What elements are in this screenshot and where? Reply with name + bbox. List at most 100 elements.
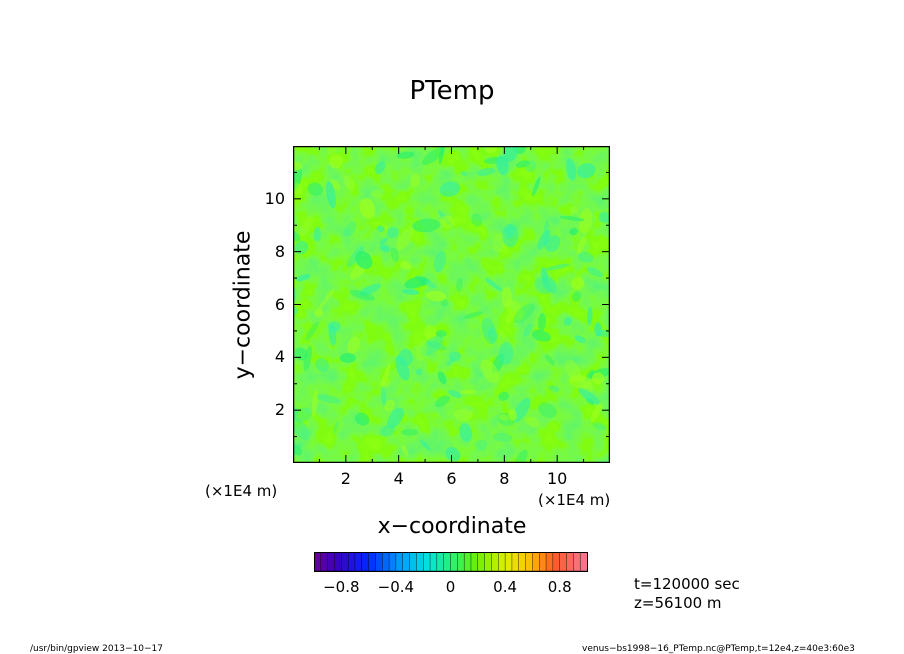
colorbar-cell (532, 551, 540, 572)
field-patch (498, 414, 509, 421)
colorbar-cell (559, 551, 568, 572)
footer-left: /usr/bin/gpview 2013−10−17 (30, 644, 164, 654)
colorbar-cell (354, 551, 363, 572)
field-patch (315, 394, 341, 404)
field-patch (291, 444, 302, 456)
field-patch (381, 363, 391, 388)
field-patch (569, 206, 579, 214)
field-patch (318, 288, 335, 310)
colorbar-cell (436, 551, 445, 572)
colorbar-tick-label: 0 (446, 578, 456, 596)
field-patch (508, 409, 517, 421)
y-scale-label: (×1E4 m) (205, 482, 278, 500)
field-patch (505, 225, 515, 239)
field-patches (286, 142, 622, 471)
field-patch (564, 359, 582, 382)
field-patch (515, 160, 530, 168)
field-patch (412, 218, 441, 233)
colorbar-cell (327, 551, 335, 572)
colorbar-cell (566, 551, 574, 572)
field-patch (576, 236, 587, 255)
x-axis-label: x−coordinate (377, 514, 527, 539)
field-patch (485, 278, 502, 292)
field-patch (349, 289, 375, 301)
colorbar-cell (498, 551, 506, 572)
field-patch (524, 160, 537, 173)
colorbar-cell (429, 551, 438, 572)
field-patch (571, 277, 585, 290)
colorbar-cell (341, 551, 349, 572)
field-patch (505, 313, 514, 324)
field-patch (415, 339, 428, 362)
field-patch (419, 439, 432, 451)
y-tick-label: 8 (274, 241, 285, 261)
field-patch (592, 372, 605, 385)
x-scale-label: (×1E4 m) (538, 491, 611, 509)
colorbar-cell (477, 551, 486, 572)
field-patch (569, 375, 587, 382)
field-patch (396, 151, 415, 159)
field-patch (526, 416, 540, 428)
colorbar-cell (518, 551, 527, 572)
field-patch (480, 359, 500, 384)
colorbar-cell (388, 551, 397, 572)
colorbar-cell (525, 551, 533, 572)
colorbar-tick-label: −0.8 (323, 578, 359, 596)
colorbar-cell (504, 551, 513, 572)
field-patch (564, 317, 573, 326)
field-patch (395, 355, 410, 381)
field-patch (537, 313, 547, 332)
field-patch (370, 190, 382, 199)
field-patch (409, 173, 420, 188)
colorbar-cell (361, 551, 370, 572)
field-patch (475, 439, 488, 451)
field-patch (420, 335, 444, 356)
plot-area (286, 142, 622, 471)
colorbar-tick-label: −0.4 (378, 578, 414, 596)
field-patch (401, 428, 419, 436)
colorbar-cell (539, 551, 547, 572)
field-patch (355, 412, 370, 426)
field-patch (438, 145, 445, 165)
info-annotation: t=120000 sec z=56100 m (634, 575, 740, 613)
field-patch (544, 235, 561, 252)
field-texture (293, 146, 610, 463)
colorbar: −0.8 −0.4 0 0.4 0.8 (313, 551, 590, 600)
time-annotation: t=120000 sec (634, 575, 740, 593)
colorbar-cell (422, 551, 431, 572)
field-patch (328, 323, 337, 346)
field-patch (439, 181, 461, 197)
field-patch (347, 336, 360, 354)
field-patch (437, 371, 447, 385)
field-patch (471, 213, 483, 227)
field-patch (339, 353, 356, 363)
y-tick-label: 4 (274, 347, 285, 367)
colorbar-cell (320, 551, 329, 572)
field-patch (396, 226, 415, 250)
field-patch (537, 229, 551, 250)
colorbar-cell (409, 551, 417, 572)
x-tick-label: 6 (446, 469, 457, 488)
x-tick-label: 4 (393, 469, 404, 488)
field-patch (503, 142, 518, 162)
field-patch (311, 389, 318, 417)
field-patch (477, 167, 496, 176)
field-patch (459, 423, 473, 442)
colorbar-cell (463, 551, 472, 572)
field-patch (384, 399, 396, 412)
field-patch (579, 207, 593, 234)
field-patch (434, 395, 450, 408)
field-patch (599, 211, 611, 223)
field-patch (586, 266, 604, 278)
field-patch (498, 329, 507, 338)
colorbar-cell (416, 551, 424, 572)
colorbar-cell (545, 551, 554, 572)
field-patch (386, 408, 405, 429)
y-axis-label: y−coordinate (230, 230, 256, 380)
colorbar-cell (573, 551, 581, 572)
height-annotation: z=56100 m (634, 594, 722, 612)
colorbar-cell (443, 551, 452, 572)
field-patch (496, 155, 509, 176)
field-patch (402, 289, 420, 295)
colorbar-cell (347, 551, 356, 572)
